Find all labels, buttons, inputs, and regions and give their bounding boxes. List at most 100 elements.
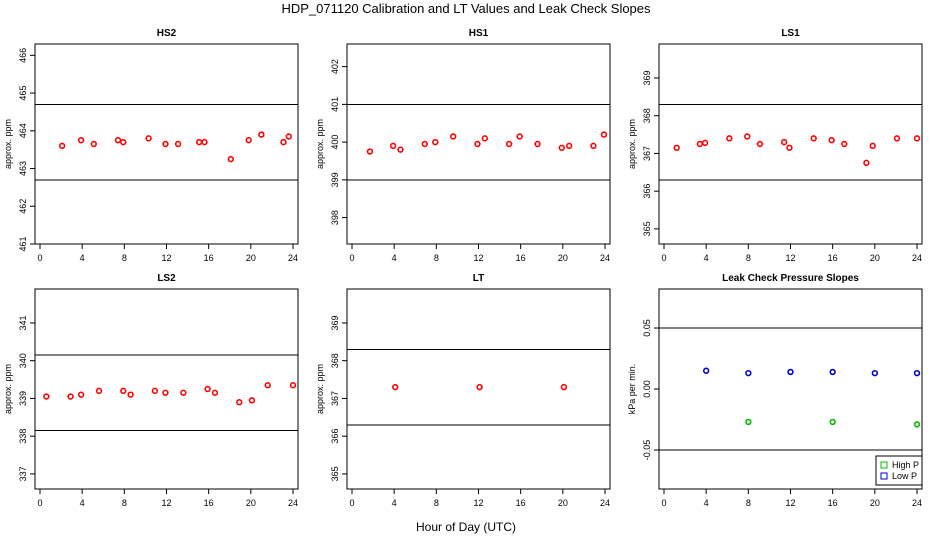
y-axis-label: approx. ppm: [627, 119, 637, 169]
plot-frame: [658, 43, 923, 245]
data-point: [863, 159, 870, 167]
legend-label: Low P: [892, 471, 917, 481]
panel-title: HS1: [469, 28, 489, 39]
data-point: [162, 140, 169, 148]
x-tick-label: 24: [912, 253, 922, 263]
data-point: [787, 368, 794, 376]
data-point: [726, 135, 733, 142]
x-tick-label: 12: [473, 498, 483, 508]
data-point: [162, 389, 169, 396]
legend-swatch: [880, 472, 888, 480]
data-point: [245, 137, 252, 144]
x-tick-label: 12: [473, 253, 483, 263]
y-tick-label: 339: [18, 391, 28, 406]
x-tick-label: 16: [516, 253, 526, 263]
x-tick-label: 8: [434, 498, 439, 508]
x-tick-label: 16: [516, 498, 526, 508]
x-tick-label: 0: [349, 253, 354, 263]
x-tick-label: 16: [204, 253, 214, 263]
data-point: [516, 133, 523, 140]
data-point: [77, 137, 85, 144]
data-point: [810, 135, 817, 142]
data-point: [397, 146, 404, 153]
x-tick-label: 8: [122, 253, 127, 263]
x-tick-label: 12: [785, 498, 795, 508]
panel-title: HS2: [157, 28, 177, 39]
data-point: [600, 131, 608, 138]
panel-2: LS1 0 4 8 12 16 20 24 365 366 367 368 369 approx. ppm: [627, 28, 923, 263]
y-tick-label: 341: [18, 315, 28, 330]
data-point: [127, 391, 134, 398]
data-point: [90, 140, 97, 148]
data-point: [756, 140, 764, 148]
x-tick-label: 4: [392, 253, 397, 263]
y-tick-label: 398: [330, 210, 340, 225]
x-tick-label: 4: [392, 498, 397, 508]
data-point: [285, 133, 292, 140]
x-tick-label: 4: [80, 253, 85, 263]
x-tick-label: 24: [912, 498, 922, 508]
y-tick-label: 402: [330, 59, 340, 74]
panel-3: LS2 0 4 8 12 16 20 24 337 338 339 340 341 approx. ppm: [3, 273, 299, 508]
figure-title: HDP_071120 Calibration and LT Values and…: [281, 1, 651, 16]
data-point: [67, 393, 74, 400]
data-point: [77, 391, 85, 398]
data-point: [289, 382, 297, 389]
data-point: [829, 368, 836, 376]
data-point: [145, 135, 152, 142]
panel-4: LT 0 4 8 12 16 20 24 365 366 367 368 369 approx. ppm: [315, 273, 611, 508]
data-point: [114, 137, 122, 144]
x-tick-label: 24: [288, 253, 298, 263]
data-point: [389, 142, 397, 150]
data-point: [744, 133, 751, 140]
data-point: [828, 137, 835, 144]
panels: HS2 0 4 8 12 16 20 24 461 462 463 464 465 466 approx. …: [3, 28, 923, 508]
x-tick-label: 20: [870, 253, 880, 263]
y-tick-label: 463: [18, 161, 28, 176]
plot-frame: [34, 288, 299, 490]
data-point: [174, 140, 182, 148]
y-tick-label: 399: [330, 172, 340, 187]
data-point: [450, 133, 457, 140]
data-point: [745, 418, 752, 426]
data-point: [201, 138, 208, 146]
x-tick-label: 0: [349, 498, 354, 508]
x-tick-label: 0: [37, 253, 42, 263]
data-point: [366, 148, 374, 155]
y-tick-label: 367: [642, 146, 652, 161]
y-tick-label: 340: [18, 353, 28, 368]
plot-frame: [34, 43, 299, 245]
data-point: [893, 135, 901, 142]
data-point: [227, 155, 235, 163]
y-tick-label: 369: [330, 315, 340, 330]
y-axis-label: approx. ppm: [3, 119, 13, 169]
x-tick-label: 8: [746, 253, 751, 263]
legend-box: [875, 455, 923, 486]
data-point: [780, 138, 788, 146]
y-tick-label: 337: [18, 466, 28, 481]
data-point: [534, 140, 541, 148]
data-point: [913, 369, 921, 377]
y-tick-label: 466: [18, 48, 28, 63]
y-tick-label: 369: [642, 70, 652, 85]
data-point: [264, 382, 271, 389]
y-tick-label: 462: [18, 199, 28, 214]
data-point: [58, 142, 66, 150]
data-point: [673, 144, 680, 151]
x-tick-label: 20: [246, 498, 256, 508]
data-point: [590, 142, 597, 150]
data-point: [248, 397, 256, 404]
data-point: [560, 383, 568, 391]
data-point: [211, 389, 219, 396]
x-tick-label: 4: [704, 253, 709, 263]
y-tick-label: 465: [18, 86, 28, 101]
panel-title: Leak Check Pressure Slopes: [722, 273, 859, 284]
data-point: [120, 387, 127, 395]
data-point: [43, 393, 50, 400]
x-tick-label: 24: [288, 498, 298, 508]
data-point: [474, 140, 481, 148]
x-tick-label: 4: [704, 498, 709, 508]
x-tick-label: 24: [600, 253, 610, 263]
data-point: [869, 142, 876, 150]
data-point: [786, 144, 793, 151]
